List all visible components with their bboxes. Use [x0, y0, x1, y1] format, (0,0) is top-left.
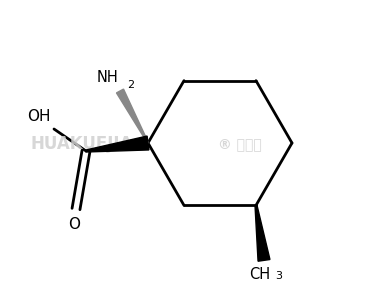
Polygon shape: [117, 89, 149, 143]
Text: 2: 2: [127, 80, 134, 90]
Text: OH: OH: [27, 109, 51, 124]
Polygon shape: [255, 205, 270, 261]
Text: 3: 3: [275, 271, 282, 281]
Text: HUAKUEJIA: HUAKUEJIA: [30, 135, 132, 153]
Text: ® 化学加: ® 化学加: [218, 137, 262, 151]
Text: CH: CH: [249, 267, 271, 282]
Text: O: O: [68, 217, 80, 232]
Text: NH: NH: [96, 70, 118, 85]
Polygon shape: [86, 136, 149, 152]
